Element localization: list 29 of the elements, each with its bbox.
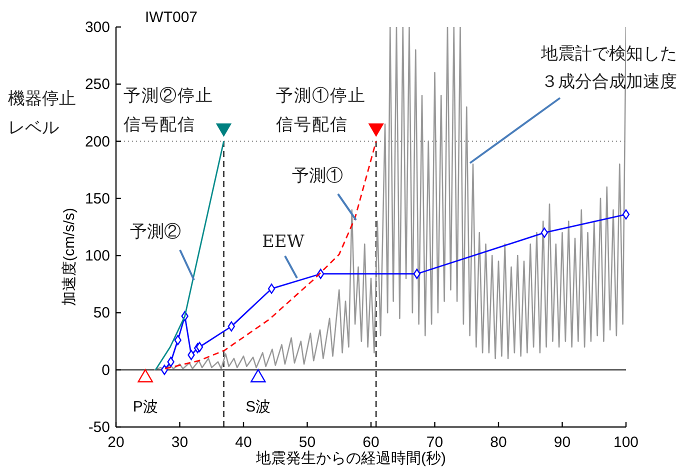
y-tick-label: -50: [88, 419, 110, 436]
y-tick-label: 200: [84, 133, 110, 150]
y-tick-label: 100: [84, 248, 110, 265]
series-label: 地震計で検知した３成分合成加速度: [540, 43, 678, 94]
y-tick-label: 250: [84, 76, 110, 94]
series-label: 予測①停止信号配信: [276, 84, 368, 137]
series-label: 予測①: [292, 165, 343, 188]
y-tick-label: 0: [102, 362, 110, 379]
x-tick-label: 70: [426, 434, 444, 451]
series-label: S波: [246, 398, 271, 416]
ref-line-label: 機器停止レベル: [8, 88, 77, 140]
x-tick-label: 60: [362, 434, 380, 451]
series-label: 予測②: [130, 221, 181, 244]
x-tick-label: 90: [554, 434, 571, 451]
x-tick-label: 20: [108, 434, 124, 451]
series-label: P波: [132, 398, 158, 416]
chart-title: IWT007: [145, 9, 198, 26]
x-tick-label: 50: [298, 434, 316, 451]
x-tick-label: 40: [235, 434, 252, 451]
series-label: EEW: [262, 231, 304, 254]
x-tick-label: 30: [171, 434, 188, 451]
y-axis-title: 加速度(cm/s/s): [61, 208, 78, 306]
x-axis-title: 地震発生からの経過時間(秒): [255, 450, 446, 467]
x-tick-label: 80: [490, 434, 507, 451]
x-tick-label: 100: [613, 434, 639, 451]
y-tick-label: 300: [84, 19, 110, 36]
y-tick-label: 150: [84, 190, 110, 208]
y-tick-label: 50: [93, 304, 110, 322]
series-label: 予測②停止信号配信: [124, 84, 215, 137]
